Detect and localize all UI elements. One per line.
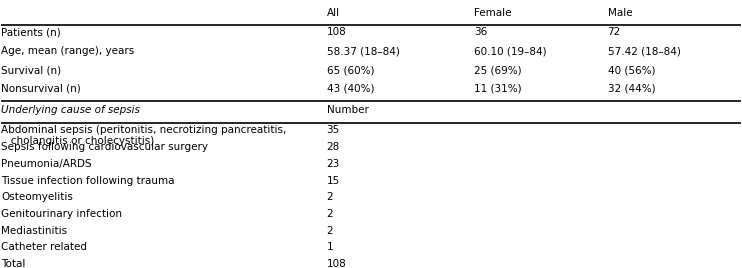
Text: Tissue infection following trauma: Tissue infection following trauma: [1, 176, 175, 185]
Text: 35: 35: [326, 125, 340, 135]
Text: Mediastinitis: Mediastinitis: [1, 226, 68, 236]
Text: 57.42 (18–84): 57.42 (18–84): [608, 46, 680, 56]
Text: Pneumonia/ARDS: Pneumonia/ARDS: [1, 159, 92, 169]
Text: Female: Female: [474, 8, 512, 18]
Text: Total: Total: [1, 259, 26, 268]
Text: 72: 72: [608, 27, 621, 37]
Text: 2: 2: [326, 209, 333, 219]
Text: 40 (56%): 40 (56%): [608, 65, 655, 75]
Text: 28: 28: [326, 142, 340, 152]
Text: Number: Number: [326, 105, 369, 115]
Text: 108: 108: [326, 27, 347, 37]
Text: 1: 1: [326, 243, 333, 252]
Text: Osteomyelitis: Osteomyelitis: [1, 192, 73, 202]
Text: 2: 2: [326, 192, 333, 202]
Text: Genitourinary infection: Genitourinary infection: [1, 209, 122, 219]
Text: Age, mean (range), years: Age, mean (range), years: [1, 46, 134, 56]
Text: 11 (31%): 11 (31%): [474, 84, 522, 94]
Text: Catheter related: Catheter related: [1, 243, 88, 252]
Text: Nonsurvival (n): Nonsurvival (n): [1, 84, 81, 94]
Text: 36: 36: [474, 27, 487, 37]
Text: 2: 2: [326, 226, 333, 236]
Text: Male: Male: [608, 8, 632, 18]
Text: All: All: [326, 8, 340, 18]
Text: 43 (40%): 43 (40%): [326, 84, 374, 94]
Text: 25 (69%): 25 (69%): [474, 65, 522, 75]
Text: Survival (n): Survival (n): [1, 65, 62, 75]
Text: cholangitis or cholecystitis): cholangitis or cholecystitis): [1, 136, 154, 146]
Text: 60.10 (19–84): 60.10 (19–84): [474, 46, 547, 56]
Text: Abdominal sepsis (peritonitis, necrotizing pancreatitis,: Abdominal sepsis (peritonitis, necrotizi…: [1, 125, 286, 135]
Text: 15: 15: [326, 176, 340, 185]
Text: 65 (60%): 65 (60%): [326, 65, 374, 75]
Text: 58.37 (18–84): 58.37 (18–84): [326, 46, 399, 56]
Text: 108: 108: [326, 259, 347, 268]
Text: 32 (44%): 32 (44%): [608, 84, 655, 94]
Text: Underlying cause of sepsis: Underlying cause of sepsis: [1, 105, 140, 115]
Text: 23: 23: [326, 159, 340, 169]
Text: Patients (n): Patients (n): [1, 27, 61, 37]
Text: Sepsis following cardiovascular surgery: Sepsis following cardiovascular surgery: [1, 142, 209, 152]
